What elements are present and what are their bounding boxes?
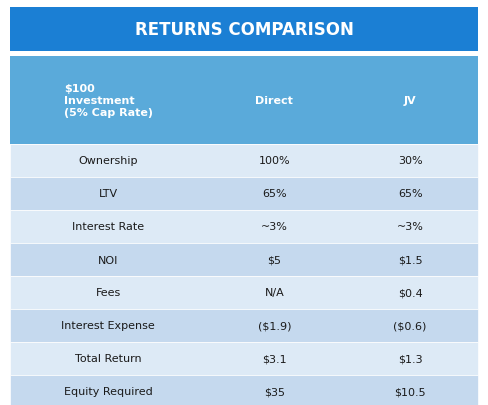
Text: RETURNS COMPARISON: RETURNS COMPARISON <box>135 21 353 39</box>
Text: ~3%: ~3% <box>261 222 288 232</box>
Text: 65%: 65% <box>262 189 287 199</box>
Text: $1.3: $1.3 <box>398 354 423 364</box>
Text: $1.5: $1.5 <box>398 255 423 265</box>
Bar <box>10 211 478 243</box>
Text: Interest Rate: Interest Rate <box>72 222 144 232</box>
Text: $10.5: $10.5 <box>394 386 426 396</box>
Text: Interest Expense: Interest Expense <box>61 321 155 331</box>
Text: NOI: NOI <box>98 255 119 265</box>
Bar <box>10 57 478 145</box>
Text: $3.1: $3.1 <box>262 354 287 364</box>
Text: 30%: 30% <box>398 156 423 166</box>
Text: Equity Required: Equity Required <box>64 386 153 396</box>
Text: LTV: LTV <box>99 189 118 199</box>
Bar <box>10 276 478 309</box>
Text: JV: JV <box>404 96 416 106</box>
Text: $100
Investment
(5% Cap Rate): $100 Investment (5% Cap Rate) <box>64 84 153 117</box>
Text: $35: $35 <box>264 386 285 396</box>
Bar <box>10 145 478 177</box>
Text: ~3%: ~3% <box>397 222 424 232</box>
Text: Fees: Fees <box>96 288 121 298</box>
Text: ($1.9): ($1.9) <box>258 321 291 331</box>
Text: 65%: 65% <box>398 189 423 199</box>
Text: ($0.6): ($0.6) <box>393 321 427 331</box>
Text: N/A: N/A <box>264 288 285 298</box>
Text: Total Return: Total Return <box>75 354 142 364</box>
Bar <box>10 177 478 211</box>
Bar <box>10 342 478 375</box>
Text: 100%: 100% <box>259 156 290 166</box>
Text: $0.4: $0.4 <box>398 288 423 298</box>
Text: Ownership: Ownership <box>79 156 138 166</box>
Bar <box>10 243 478 276</box>
Bar <box>10 375 478 405</box>
Bar <box>10 8 478 52</box>
Bar <box>10 309 478 342</box>
Text: $5: $5 <box>267 255 282 265</box>
Text: Direct: Direct <box>256 96 293 106</box>
